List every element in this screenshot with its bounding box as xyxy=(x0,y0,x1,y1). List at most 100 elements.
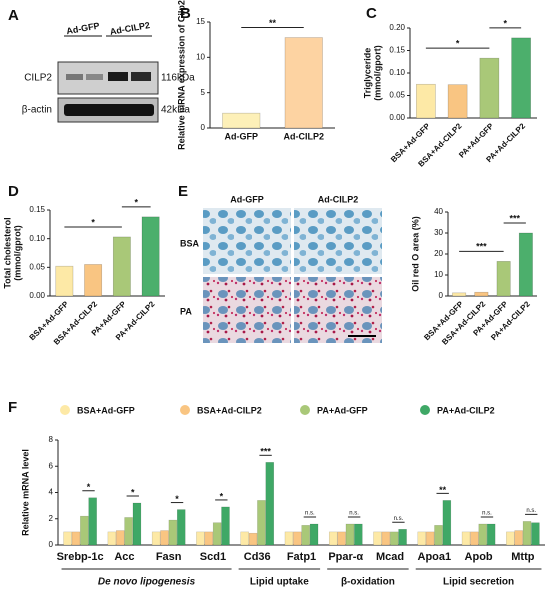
bar xyxy=(71,531,81,546)
significance-label: * xyxy=(456,39,460,49)
band xyxy=(108,72,128,81)
significance-label: * xyxy=(175,494,179,504)
significance-label: n.s. xyxy=(526,508,536,514)
row-label: PA xyxy=(180,306,192,316)
significance-label: ** xyxy=(439,485,447,495)
x-tick-label: Apoa1 xyxy=(418,551,452,563)
bar xyxy=(84,264,103,297)
bar xyxy=(389,531,399,546)
bar xyxy=(222,112,261,129)
legend-swatch xyxy=(420,405,430,415)
x-tick-label: Ad-CILP2 xyxy=(284,131,325,141)
legend-label: PA+Ad-GFP xyxy=(317,405,368,415)
y-tick-label: 0.10 xyxy=(29,234,45,243)
micrograph xyxy=(294,208,382,274)
bar xyxy=(345,523,355,546)
band xyxy=(131,72,151,81)
panel-label: B xyxy=(180,5,191,22)
micrograph xyxy=(294,277,382,343)
y-axis-label: Relative mRNA level xyxy=(20,449,30,536)
band xyxy=(86,74,103,80)
bar xyxy=(151,531,161,546)
bar xyxy=(240,531,249,546)
y-tick-label: 0.15 xyxy=(389,46,405,55)
size-label: 116kDa xyxy=(161,73,195,84)
x-tick-label: Mcad xyxy=(376,551,404,563)
significance-label: * xyxy=(134,197,138,207)
bar xyxy=(434,525,443,546)
legend-label: PA+Ad-CILP2 xyxy=(437,405,495,415)
panel-label: C xyxy=(366,5,377,22)
significance-label: n.s. xyxy=(305,511,315,517)
y-axis-label: Oil red O area (%) xyxy=(410,216,420,292)
bar xyxy=(496,261,511,297)
significance-label: n.s. xyxy=(394,516,404,522)
bar xyxy=(506,531,515,546)
bar xyxy=(309,523,319,546)
bar xyxy=(474,291,489,297)
bar xyxy=(124,517,133,546)
bar xyxy=(479,57,500,119)
micrograph xyxy=(203,208,291,274)
x-tick-label: Fatp1 xyxy=(287,551,316,563)
x-tick-label: Scd1 xyxy=(200,551,226,563)
bar xyxy=(511,37,531,119)
significance-label: *** xyxy=(476,242,487,252)
x-tick-label: Ppar-α xyxy=(328,551,363,563)
y-tick-label: 8 xyxy=(49,435,54,444)
y-tick-label: 0.05 xyxy=(29,262,45,271)
x-tick-label: Srebp-1c xyxy=(57,551,104,563)
bar xyxy=(80,515,89,546)
group-label: Lipid uptake xyxy=(250,577,309,588)
bar xyxy=(160,530,169,546)
panel-label: A xyxy=(8,7,19,24)
y-tick-label: 0 xyxy=(439,291,444,300)
significance-label: * xyxy=(87,482,91,492)
bar xyxy=(531,522,540,546)
legend-swatch xyxy=(180,405,190,415)
bar xyxy=(447,84,468,119)
significance-label: *** xyxy=(509,213,520,223)
column-label: Ad-GFP xyxy=(230,194,264,204)
bar xyxy=(284,37,323,129)
y-axis-label: (mmol/gprot) xyxy=(12,225,22,281)
bar xyxy=(514,530,523,546)
x-tick-label: Mttp xyxy=(511,551,534,563)
bar xyxy=(398,529,407,546)
bar xyxy=(265,462,275,546)
y-tick-label: 0 xyxy=(49,540,54,549)
y-tick-label: 0.15 xyxy=(29,205,45,214)
bar xyxy=(373,531,382,546)
bar xyxy=(107,531,117,546)
legend-label: BSA+Ad-GFP xyxy=(77,405,135,415)
row-label: CILP2 xyxy=(24,73,52,84)
size-label: 42kDa xyxy=(161,105,190,116)
y-tick-label: 2 xyxy=(49,514,54,523)
row-label: BSA xyxy=(180,238,200,248)
bar xyxy=(518,232,533,297)
bar xyxy=(328,531,338,546)
group-label: β-oxidation xyxy=(341,577,395,588)
legend-swatch xyxy=(300,405,310,415)
x-tick-label: Ad-GFP xyxy=(225,131,259,141)
y-tick-label: 15 xyxy=(196,17,205,26)
y-tick-label: 40 xyxy=(434,207,443,216)
group-label: Lipid secretion xyxy=(443,577,514,588)
legend-label: BSA+Ad-CILP2 xyxy=(197,405,262,415)
bar xyxy=(354,523,363,546)
bar xyxy=(442,500,452,546)
y-tick-label: 30 xyxy=(434,228,443,237)
x-tick-label: PA+Ad-CILP2 xyxy=(489,299,532,342)
panel-label: F xyxy=(8,399,17,416)
lane-label: Ad-GFP xyxy=(66,21,101,37)
significance-label: * xyxy=(131,487,135,497)
y-tick-label: 6 xyxy=(49,461,54,470)
bar xyxy=(63,531,72,546)
y-axis-label: Triglyceride xyxy=(362,48,372,99)
bar xyxy=(293,531,302,546)
bar xyxy=(115,530,125,546)
row-label: β-actin xyxy=(22,105,52,116)
y-tick-label: 0.05 xyxy=(389,91,405,100)
y-axis-label: Relative mRNA expression of Cilp2 xyxy=(176,0,186,150)
y-tick-label: 10 xyxy=(196,52,205,61)
